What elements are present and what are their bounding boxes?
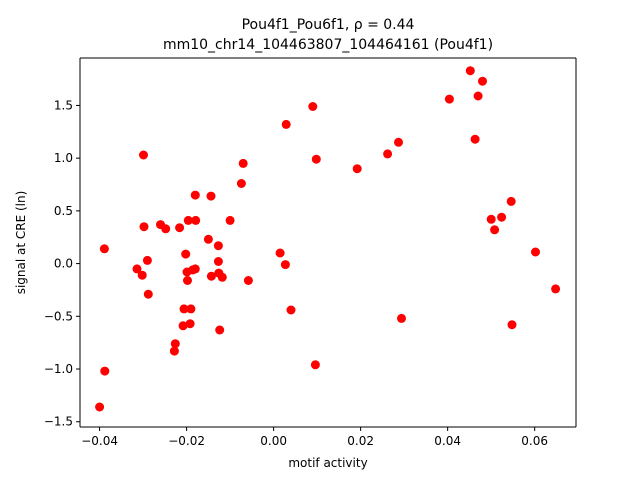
- data-points: [95, 66, 561, 412]
- data-point-24: [190, 264, 200, 274]
- data-point-32: [215, 325, 225, 335]
- y-tick-label-4: 0.5: [54, 204, 73, 218]
- y-tick-label-2: −0.5: [44, 309, 73, 323]
- y-tick-label-6: 1.5: [54, 98, 73, 112]
- data-point-23: [190, 190, 200, 200]
- data-point-6: [139, 222, 149, 232]
- x-tick-label-2: 0.00: [260, 434, 287, 448]
- data-point-45: [352, 164, 362, 174]
- x-tick-label-1: −0.02: [168, 434, 205, 448]
- y-tick-label-5: 1.0: [54, 151, 73, 165]
- data-point-28: [206, 271, 216, 281]
- data-point-20: [185, 319, 195, 329]
- chart-title-line1: Pou4f1_Pou6f1, ρ = 0.44: [242, 17, 415, 33]
- x-tick-label-0: −0.04: [81, 434, 118, 448]
- x-axis-ticks: −0.04 −0.02 0.00 0.02 0.04 0.06: [81, 427, 548, 448]
- x-tick-label-5: 0.06: [521, 434, 548, 448]
- data-point-60: [551, 284, 561, 294]
- data-point-39: [280, 260, 290, 270]
- data-point-49: [444, 94, 454, 104]
- y-tick-label-0: −1.5: [44, 415, 73, 429]
- data-point-8: [143, 289, 153, 299]
- x-tick-label-3: 0.02: [347, 434, 374, 448]
- data-point-50: [465, 66, 475, 76]
- data-point-21: [186, 304, 196, 314]
- data-point-41: [286, 305, 296, 315]
- y-tick-label-3: 0.0: [54, 257, 73, 271]
- data-point-2: [99, 244, 109, 254]
- data-point-26: [203, 234, 213, 244]
- x-axis-label: motif activity: [288, 456, 367, 470]
- data-point-54: [486, 214, 496, 224]
- x-tick-label-4: 0.04: [434, 434, 461, 448]
- data-point-33: [217, 272, 227, 282]
- data-point-56: [497, 212, 507, 222]
- data-point-55: [490, 225, 500, 235]
- data-point-14: [178, 321, 188, 331]
- data-point-43: [310, 360, 320, 370]
- data-point-38: [275, 248, 285, 258]
- data-point-0: [95, 402, 105, 412]
- chart-title-line2: mm10_chr14_104463807_104464161 (Pou4f1): [163, 37, 493, 53]
- data-point-4: [137, 270, 147, 280]
- plot-frame: [79, 57, 577, 428]
- y-axis-ticks: −1.5 −1.0 −0.5 0.0 0.5 1.0 1.5: [44, 98, 80, 429]
- data-point-30: [213, 241, 223, 251]
- data-point-59: [531, 247, 540, 257]
- data-point-34: [225, 215, 235, 225]
- data-point-1: [100, 366, 110, 376]
- data-point-19: [183, 215, 193, 225]
- data-point-44: [311, 154, 321, 164]
- data-point-57: [506, 196, 516, 206]
- data-point-15: [179, 304, 189, 314]
- y-axis-label: signal at CRE (ln): [14, 191, 28, 295]
- data-point-27: [206, 191, 216, 201]
- data-point-51: [470, 134, 480, 144]
- data-point-46: [383, 149, 393, 159]
- data-point-47: [394, 137, 403, 147]
- data-point-16: [181, 249, 191, 259]
- data-point-18: [183, 276, 192, 285]
- data-point-42: [308, 102, 318, 111]
- data-point-48: [397, 313, 406, 323]
- data-point-35: [236, 179, 246, 188]
- data-point-52: [473, 91, 483, 101]
- data-point-5: [139, 150, 148, 160]
- data-point-37: [243, 276, 253, 285]
- data-point-58: [507, 320, 517, 330]
- data-point-7: [142, 255, 152, 265]
- data-point-10: [161, 224, 171, 234]
- data-point-25: [191, 215, 201, 225]
- data-point-53: [478, 76, 487, 86]
- plot-area: [80, 58, 576, 427]
- data-point-3: [132, 264, 142, 274]
- data-point-11: [169, 346, 179, 356]
- data-point-12: [170, 339, 180, 349]
- y-tick-label-1: −1.0: [44, 362, 73, 376]
- data-point-40: [281, 119, 291, 129]
- data-point-29: [213, 257, 223, 266]
- data-point-13: [175, 223, 185, 233]
- data-point-36: [238, 158, 248, 168]
